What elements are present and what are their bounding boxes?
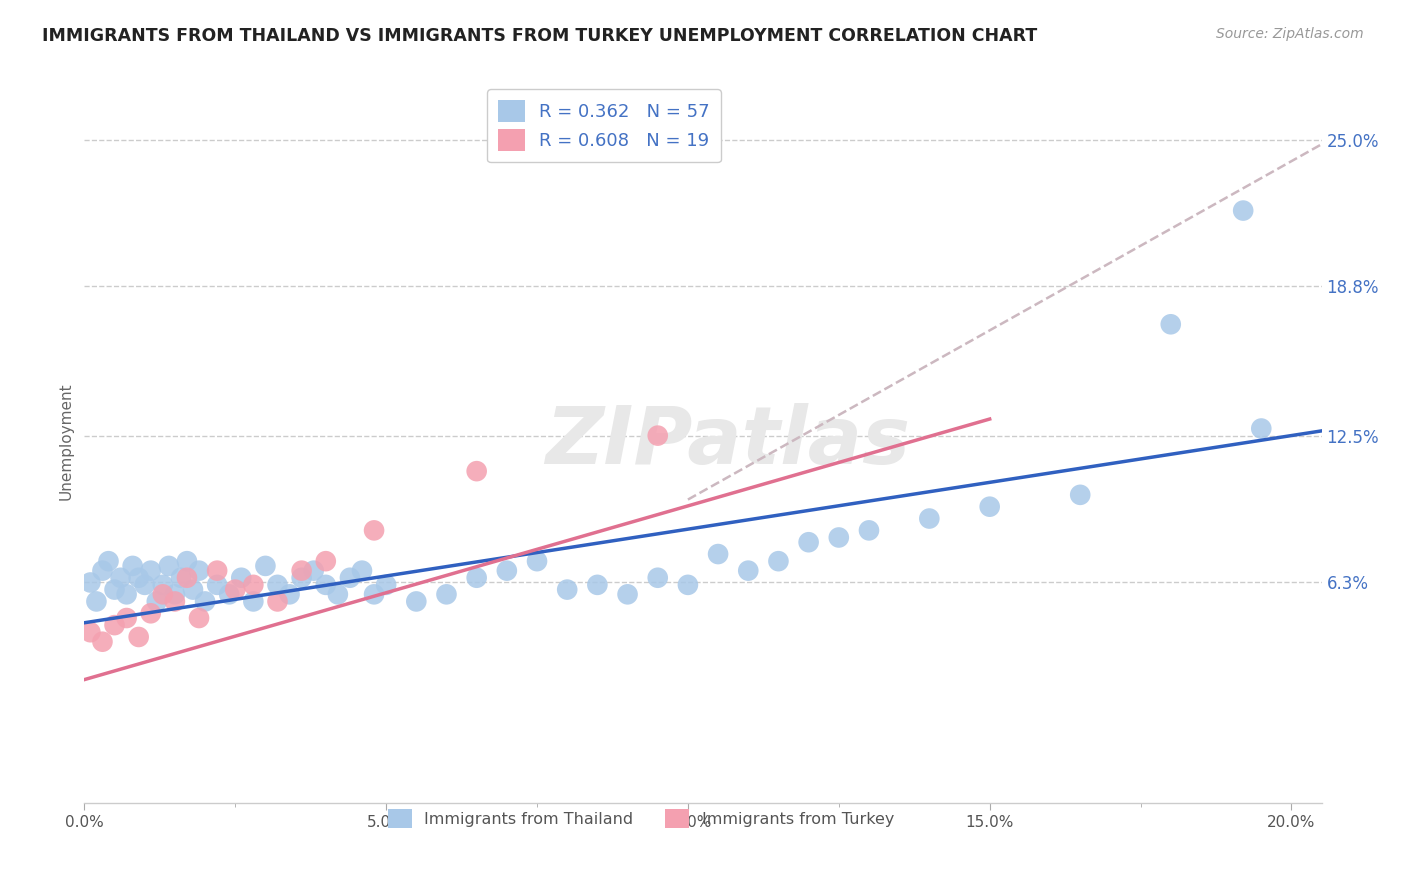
Point bbox=[676, 578, 699, 592]
Point bbox=[768, 554, 790, 568]
Point bbox=[979, 500, 1001, 514]
Text: IMMIGRANTS FROM THAILAND VS IMMIGRANTS FROM TURKEY UNEMPLOYMENT CORRELATION CHAR: IMMIGRANTS FROM THAILAND VS IMMIGRANTS F… bbox=[42, 27, 1038, 45]
Point bbox=[139, 564, 162, 578]
Point bbox=[858, 524, 880, 538]
Point bbox=[465, 464, 488, 478]
Point bbox=[465, 571, 488, 585]
Point bbox=[163, 594, 186, 608]
Point bbox=[278, 587, 301, 601]
Point bbox=[707, 547, 730, 561]
Point bbox=[1069, 488, 1091, 502]
Point bbox=[86, 594, 108, 608]
Point bbox=[315, 554, 337, 568]
Point bbox=[176, 571, 198, 585]
Point bbox=[115, 587, 138, 601]
Point bbox=[405, 594, 427, 608]
Point bbox=[152, 587, 174, 601]
Point bbox=[181, 582, 204, 597]
Point bbox=[224, 582, 246, 597]
Point bbox=[495, 564, 517, 578]
Point bbox=[266, 594, 288, 608]
Point bbox=[339, 571, 361, 585]
Point bbox=[157, 558, 180, 573]
Point bbox=[350, 564, 373, 578]
Point bbox=[128, 630, 150, 644]
Point bbox=[647, 571, 669, 585]
Point bbox=[242, 594, 264, 608]
Point bbox=[291, 564, 314, 578]
Point bbox=[291, 571, 314, 585]
Point bbox=[242, 578, 264, 592]
Point bbox=[103, 618, 125, 632]
Legend: Immigrants from Thailand, Immigrants from Turkey: Immigrants from Thailand, Immigrants fro… bbox=[381, 802, 901, 835]
Point bbox=[436, 587, 458, 601]
Point bbox=[586, 578, 609, 592]
Point bbox=[363, 587, 385, 601]
Point bbox=[918, 511, 941, 525]
Point bbox=[326, 587, 349, 601]
Point bbox=[315, 578, 337, 592]
Point bbox=[188, 611, 211, 625]
Point bbox=[302, 564, 325, 578]
Point bbox=[128, 571, 150, 585]
Point bbox=[1160, 318, 1182, 332]
Point bbox=[616, 587, 638, 601]
Point bbox=[205, 564, 228, 578]
Point bbox=[188, 564, 211, 578]
Point bbox=[231, 571, 253, 585]
Point bbox=[97, 554, 120, 568]
Point bbox=[526, 554, 548, 568]
Point bbox=[254, 558, 277, 573]
Point bbox=[91, 634, 114, 648]
Point bbox=[91, 564, 114, 578]
Point bbox=[363, 524, 385, 538]
Point bbox=[737, 564, 759, 578]
Point bbox=[152, 578, 174, 592]
Point bbox=[163, 587, 186, 601]
Point bbox=[79, 625, 101, 640]
Point bbox=[828, 531, 851, 545]
Y-axis label: Unemployment: Unemployment bbox=[58, 383, 73, 500]
Point bbox=[115, 611, 138, 625]
Point bbox=[176, 554, 198, 568]
Point bbox=[647, 428, 669, 442]
Text: Source: ZipAtlas.com: Source: ZipAtlas.com bbox=[1216, 27, 1364, 41]
Point bbox=[1250, 421, 1272, 435]
Point bbox=[139, 607, 162, 621]
Point bbox=[1232, 203, 1254, 218]
Point bbox=[170, 571, 193, 585]
Point bbox=[218, 587, 240, 601]
Point bbox=[146, 594, 169, 608]
Text: ZIPatlas: ZIPatlas bbox=[546, 402, 910, 481]
Point bbox=[121, 558, 143, 573]
Point bbox=[79, 575, 101, 590]
Point bbox=[375, 578, 398, 592]
Point bbox=[205, 578, 228, 592]
Point bbox=[555, 582, 578, 597]
Point bbox=[103, 582, 125, 597]
Point bbox=[797, 535, 820, 549]
Point bbox=[110, 571, 132, 585]
Point bbox=[266, 578, 288, 592]
Point bbox=[134, 578, 156, 592]
Point bbox=[194, 594, 217, 608]
